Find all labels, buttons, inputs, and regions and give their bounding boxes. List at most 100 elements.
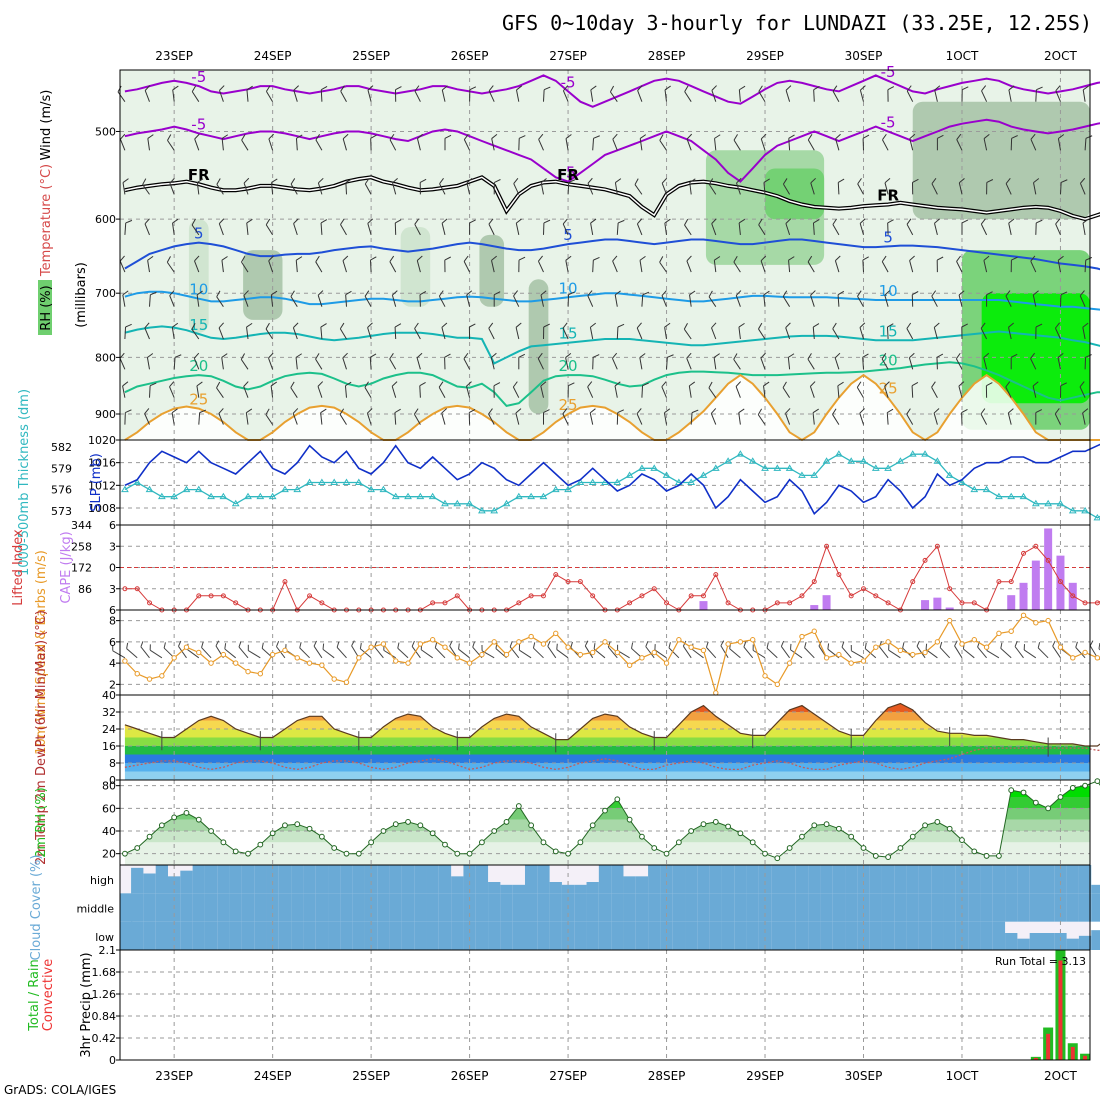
wind-barb-feather <box>265 408 270 415</box>
wind-barb <box>807 255 815 273</box>
upper-air-legend-rh: RH (%) <box>39 285 54 330</box>
wind-barb-feather <box>416 255 423 261</box>
wind-barb-shaft <box>834 357 840 370</box>
wind-barb-shaft <box>659 140 667 151</box>
wind-barb-shaft <box>216 387 224 398</box>
rh-point-39 <box>602 807 608 814</box>
wind-barb <box>859 85 866 102</box>
wind-barb-feather <box>219 85 225 91</box>
surface-wind-barb-73 <box>1014 641 1024 659</box>
temp-band-1 <box>124 763 1090 772</box>
wind-barb-feather <box>686 352 692 359</box>
wind-barb-shaft <box>218 327 224 340</box>
wind-barb-shaft <box>955 358 963 370</box>
temp-y-tick-label-3: 24 <box>102 723 116 736</box>
wind-barb-feather <box>191 218 196 226</box>
thickness-point-70 <box>982 485 991 493</box>
wind-barb <box>169 177 175 195</box>
surface-wind-barb-feather <box>720 640 725 647</box>
bottom-x-tick-label-6: 29SEP <box>746 1069 784 1083</box>
wind-barb-feather <box>733 353 738 360</box>
rh-point-8 <box>220 839 227 846</box>
wind-barb-feather <box>413 408 419 415</box>
wind-barb-shaft <box>931 183 938 195</box>
wind-barb-shaft <box>271 182 274 195</box>
wind-barb <box>268 352 274 370</box>
cloud-cell-middle-29 <box>475 893 489 922</box>
rh-point-22 <box>392 821 399 828</box>
wind-barb-shaft <box>614 385 618 398</box>
contour-label-4-2: 10 <box>879 282 898 300</box>
wind-barb-feather <box>125 409 132 414</box>
surface-wind-barb-feather <box>617 644 619 651</box>
wind-y-tick-label-1: 4 <box>109 657 116 670</box>
wind-barb <box>419 178 427 195</box>
surface-wind-barb-11 <box>247 644 261 659</box>
surface-wind-barb-shaft <box>607 646 618 659</box>
wind-speed-point-36 <box>565 644 571 650</box>
wind-barb-feather <box>515 322 522 328</box>
wind-barb-shaft <box>862 357 864 370</box>
rh-point-51 <box>749 839 756 846</box>
bottom-x-tick-label-8: 1OCT <box>946 1069 979 1083</box>
temp-band-8 <box>124 703 1090 712</box>
wind-barb-feather <box>317 381 324 387</box>
cloud-cell-high-73 <box>1017 865 1030 894</box>
thickness-point-12 <box>268 492 277 500</box>
cape-bar-47 <box>699 601 708 610</box>
surface-wind-barb-feather <box>888 644 890 651</box>
wind-speed-point-62 <box>885 639 891 645</box>
temp-band-7 <box>124 712 1090 721</box>
wind-barb-shaft <box>862 260 864 273</box>
thickness-point-10 <box>244 492 252 500</box>
wind-barb-feather <box>565 255 572 261</box>
rh-point-23 <box>405 819 411 825</box>
wind-barb-shaft <box>268 260 274 273</box>
rh-shade-0 <box>188 219 209 333</box>
cloud-cell-low-58 <box>832 921 846 950</box>
wind-barb-feather <box>887 86 895 91</box>
wind-barb <box>119 133 126 151</box>
wind-barb-shaft <box>1032 294 1037 307</box>
wind-barb-feather <box>788 353 795 358</box>
cape-bar-77 <box>1068 582 1077 610</box>
wind-barb-shaft <box>933 327 938 340</box>
wind-barb-feather <box>221 134 229 139</box>
wind-barb-feather <box>191 85 197 92</box>
credit: GrADS: COLA/IGES <box>4 1083 116 1097</box>
wind-barb-feather <box>515 218 522 224</box>
wind-barb-feather <box>832 85 838 92</box>
wind-barb-shaft <box>491 138 495 151</box>
wind-barb-feather <box>612 255 618 262</box>
wind-barb-shaft <box>980 413 988 425</box>
wind-barb <box>906 218 914 236</box>
wind-barb-feather <box>414 322 419 329</box>
wind-barb-shaft <box>122 182 126 195</box>
thickness-point-26 <box>441 499 449 507</box>
wind-barb-feather <box>468 408 476 414</box>
cloud-cell-high-38 <box>586 882 599 894</box>
wind-barb-shaft <box>1032 385 1037 398</box>
wind-barb-feather <box>367 322 373 328</box>
wind-barb <box>859 322 866 340</box>
wind-barb-feather <box>441 322 448 328</box>
wind-barb-shaft <box>540 385 544 398</box>
thickness-point-56 <box>810 471 819 478</box>
wind-barb-shaft <box>196 385 200 398</box>
wind-speed-point-65 <box>922 649 928 656</box>
cloud-cell-middle-58 <box>832 893 846 922</box>
wind-barb-feather <box>986 382 993 387</box>
surface-wind-barb-feather <box>201 641 204 648</box>
cloud-cell-high-13 <box>278 865 292 894</box>
wind-barb <box>589 322 597 340</box>
surface-wind-barb-shaft <box>360 648 372 659</box>
cape-bar-75 <box>1044 528 1053 610</box>
precip-conv-bar-78 <box>1083 1055 1088 1060</box>
wind-barb <box>714 134 721 151</box>
cloud-cell-low-23 <box>401 921 415 950</box>
cloud-cell-low-21 <box>377 921 390 950</box>
wind-barb-feather <box>1055 218 1061 225</box>
cloud-cell-middle-77 <box>1066 893 1079 922</box>
wind-barb-feather <box>1005 290 1011 297</box>
wind-speed-point-74 <box>1033 620 1039 626</box>
